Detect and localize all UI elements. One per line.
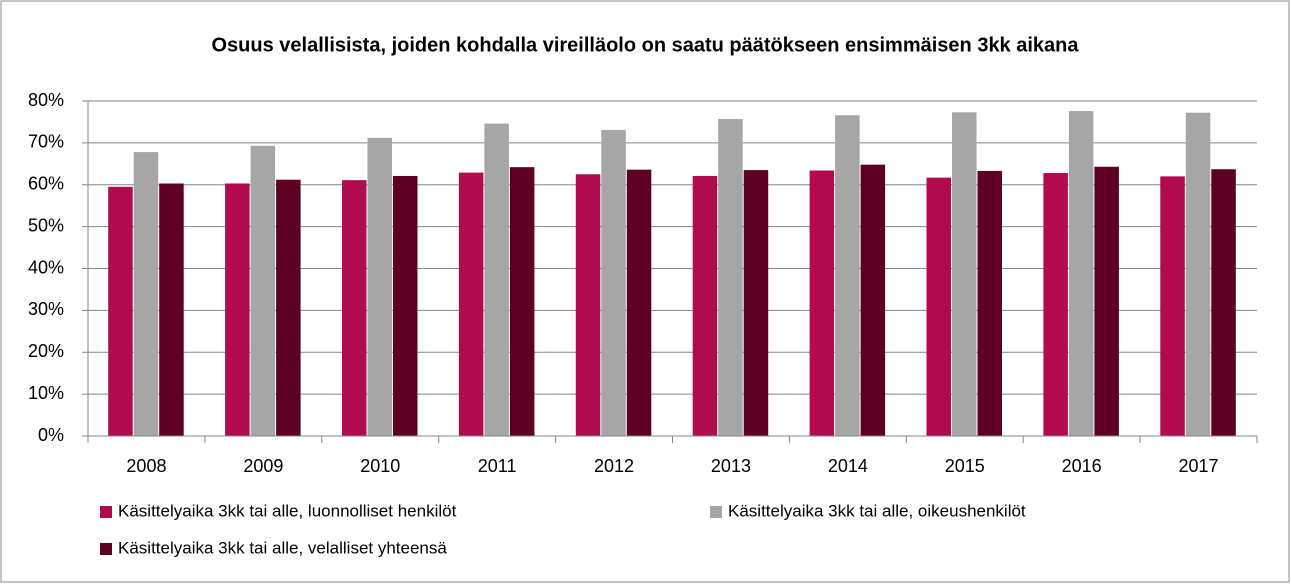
x-tick-label: 2015 xyxy=(945,456,985,476)
legend-label: Käsittelyaika 3kk tai alle, oikeushenkil… xyxy=(728,501,1026,520)
bar xyxy=(1185,112,1211,436)
bar xyxy=(952,112,977,437)
bar xyxy=(835,115,860,437)
x-tick-label: 2012 xyxy=(594,456,634,476)
bar xyxy=(458,172,484,436)
bar xyxy=(159,183,184,436)
x-tick-label: 2017 xyxy=(1179,456,1219,476)
legend-label: Käsittelyaika 3kk tai alle, luonnolliset… xyxy=(118,501,457,520)
y-tick-label: 10% xyxy=(28,383,64,403)
bar xyxy=(977,170,1002,436)
chart-title: Osuus velallisista, joiden kohdalla vire… xyxy=(211,34,1079,56)
bar xyxy=(276,179,301,436)
bar xyxy=(509,167,535,436)
y-tick-label: 80% xyxy=(28,90,64,110)
bar xyxy=(1094,166,1119,436)
bar xyxy=(1068,111,1094,437)
legend-label: Käsittelyaika 3kk tai alle, velalliset y… xyxy=(118,538,447,557)
y-tick-label: 0% xyxy=(38,425,64,445)
bar xyxy=(484,123,509,437)
y-tick-label: 60% xyxy=(28,174,64,194)
x-tick-label: 2013 xyxy=(711,456,751,476)
legend-swatch xyxy=(100,543,112,555)
bar xyxy=(367,137,392,436)
x-tick-label: 2009 xyxy=(243,456,283,476)
bar xyxy=(809,170,835,436)
bar xyxy=(342,180,367,436)
y-tick-label: 30% xyxy=(28,299,64,319)
bar xyxy=(926,177,951,436)
bar xyxy=(1043,173,1068,436)
y-tick-label: 70% xyxy=(28,132,64,152)
legend-swatch xyxy=(710,506,722,518)
bar xyxy=(860,164,886,436)
y-tick-label: 40% xyxy=(28,257,64,277)
x-tick-label: 2008 xyxy=(126,456,166,476)
bar xyxy=(575,174,601,436)
bar xyxy=(601,129,626,437)
bar xyxy=(743,170,769,436)
x-tick-label: 2016 xyxy=(1062,456,1102,476)
bar xyxy=(393,175,418,437)
legend-swatch xyxy=(100,506,112,518)
y-tick-label: 20% xyxy=(28,341,64,361)
bar xyxy=(225,183,250,436)
bar xyxy=(1160,176,1185,436)
bar xyxy=(1211,169,1236,436)
bar xyxy=(626,169,652,437)
x-tick-label: 2014 xyxy=(828,456,868,476)
bar xyxy=(108,186,133,436)
bar xyxy=(250,145,276,436)
bar xyxy=(692,175,718,437)
bar xyxy=(133,152,159,436)
bar xyxy=(718,119,743,436)
x-tick-label: 2011 xyxy=(478,456,517,476)
y-tick-label: 50% xyxy=(28,215,64,235)
x-tick-label: 2010 xyxy=(360,456,400,476)
